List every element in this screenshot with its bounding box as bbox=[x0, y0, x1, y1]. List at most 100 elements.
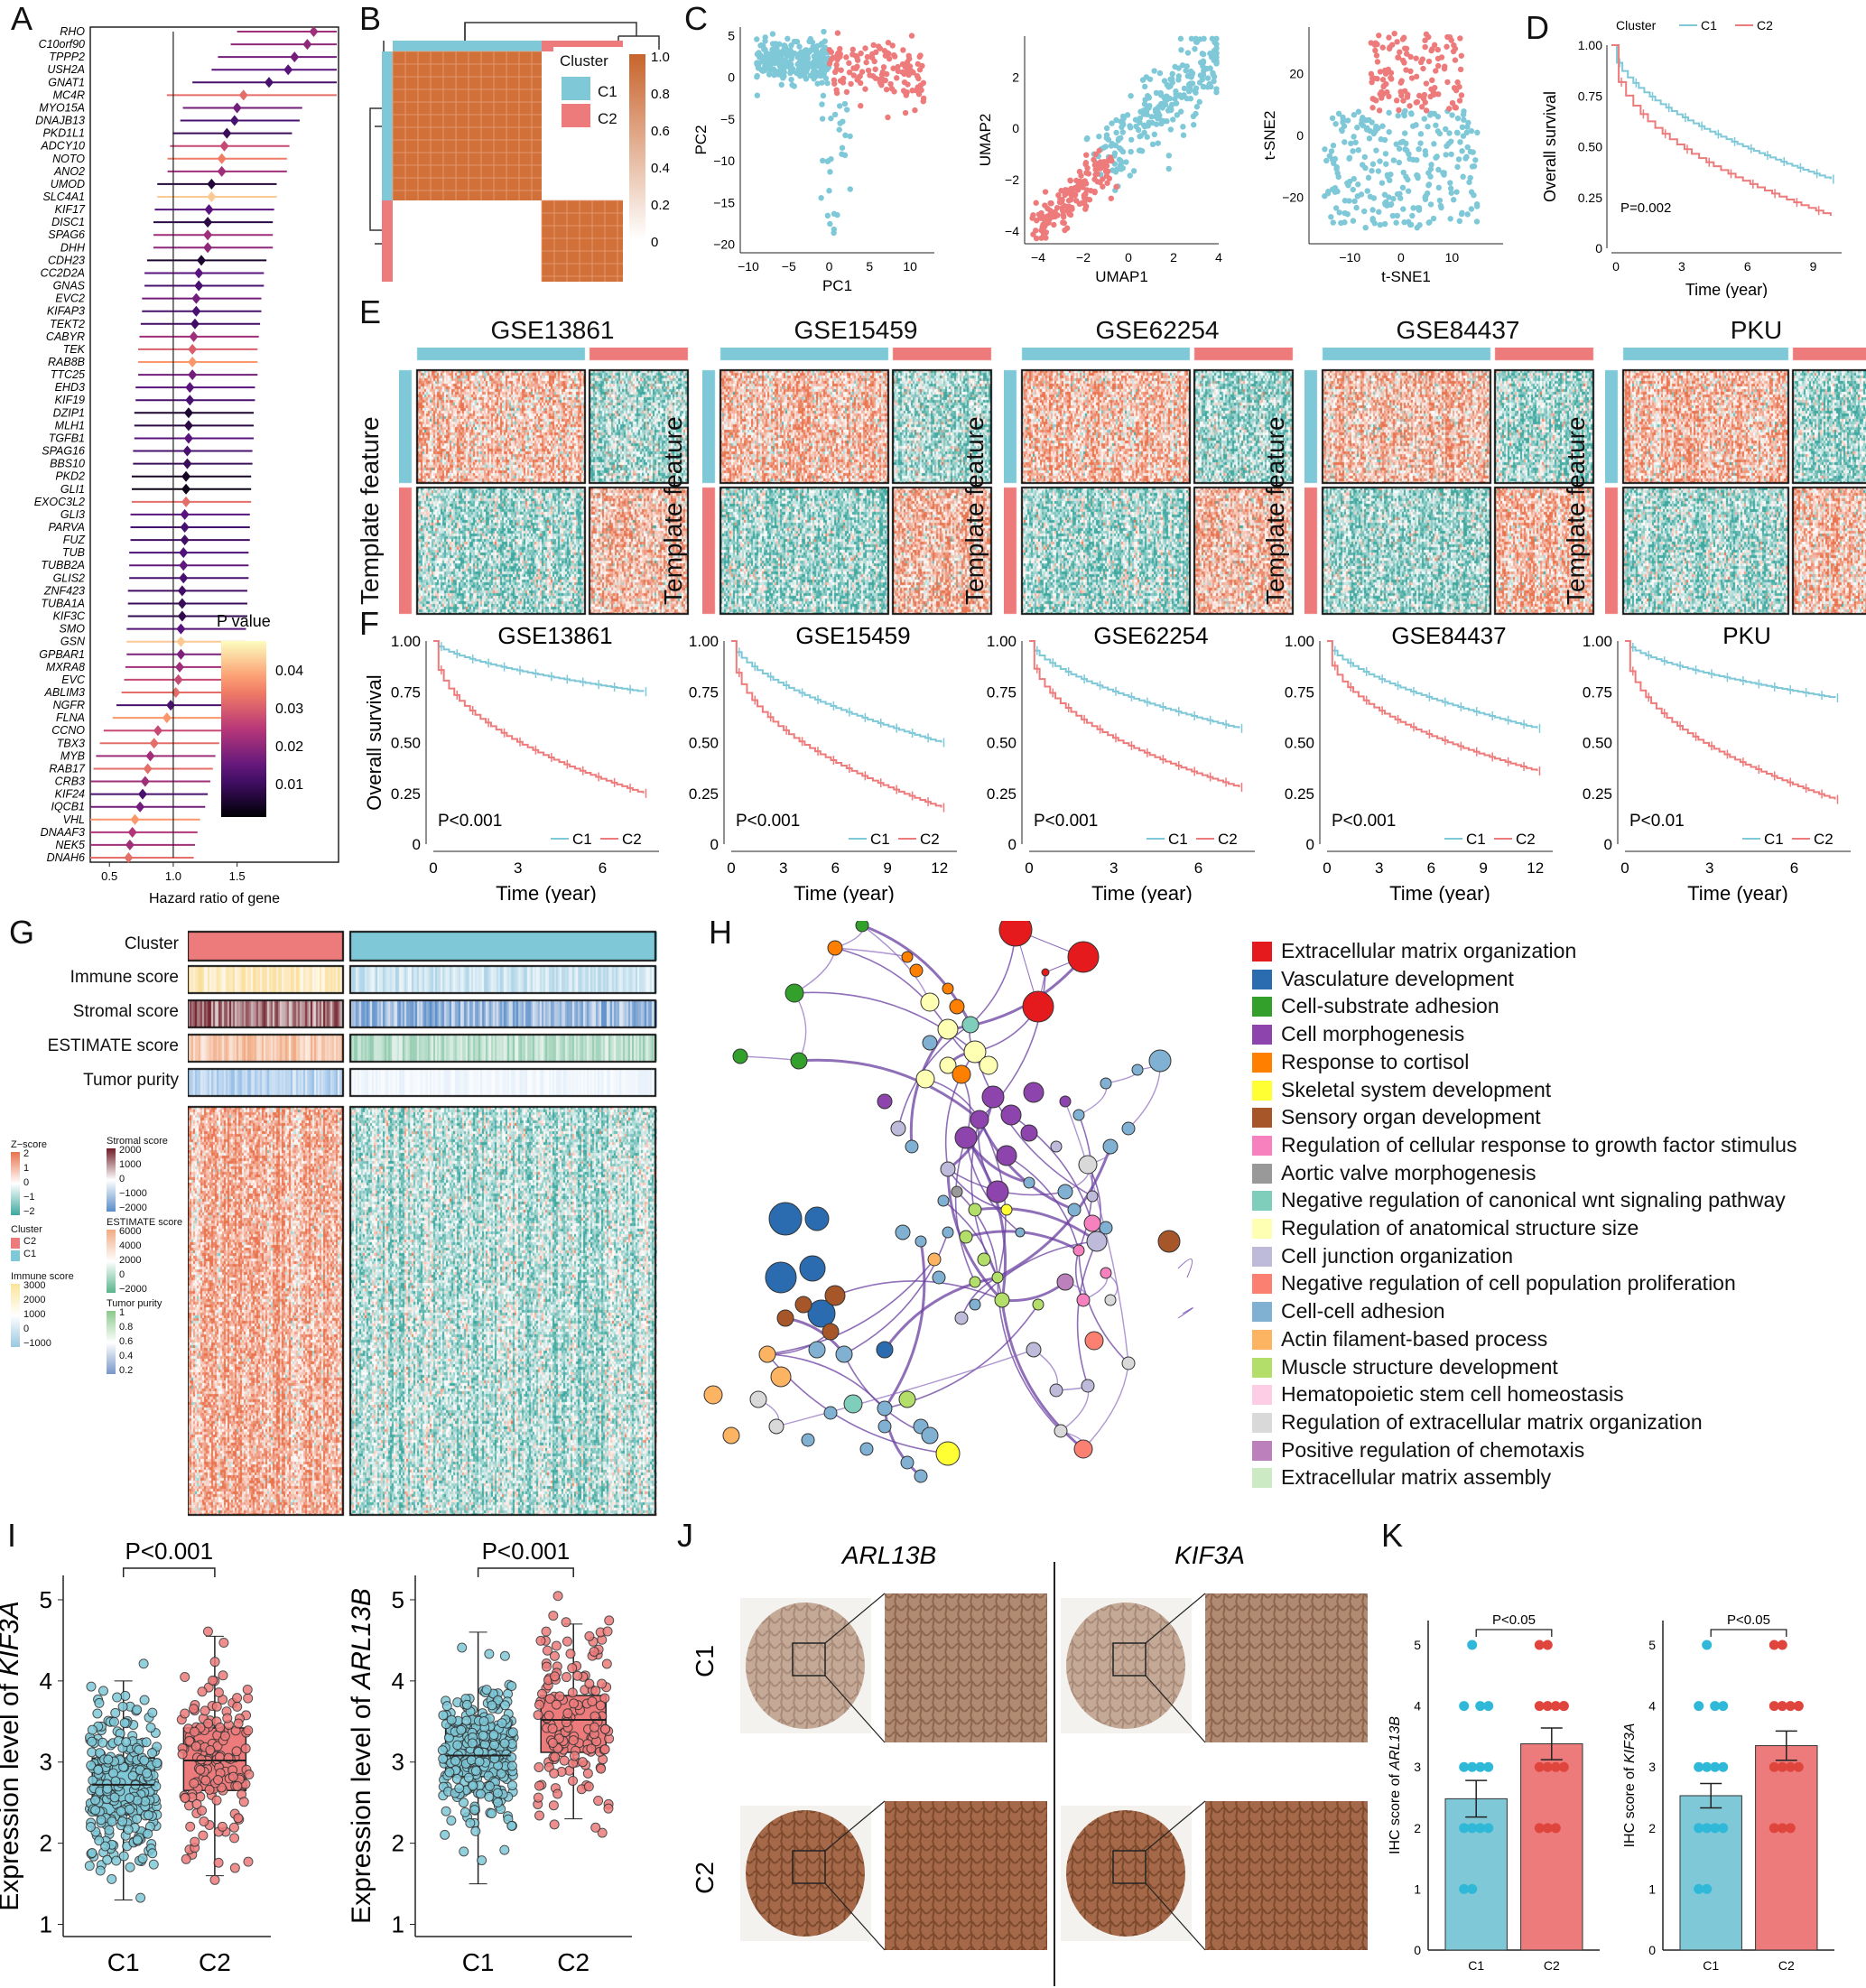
tsne-point bbox=[1454, 115, 1462, 122]
e-ylabel: Template feature bbox=[1562, 416, 1590, 605]
tsne-point bbox=[1335, 173, 1341, 181]
d-curve-c2 bbox=[1611, 44, 1832, 216]
umap-point bbox=[1033, 200, 1039, 206]
network-node bbox=[991, 1271, 1004, 1284]
f-title: GSE15459 bbox=[795, 622, 910, 649]
tsne-point bbox=[1341, 139, 1348, 145]
f-x-label: Time (year) bbox=[496, 882, 597, 903]
hr-point bbox=[189, 330, 199, 342]
network-node bbox=[961, 1016, 979, 1034]
hr-point bbox=[182, 445, 192, 457]
d-y-tick: 0 bbox=[1595, 241, 1602, 255]
umap-point bbox=[1072, 184, 1079, 191]
d-y-tick: 0.50 bbox=[1578, 140, 1602, 154]
f-y-tick: 0.75 bbox=[1285, 683, 1314, 701]
pvalue-tick: 0.04 bbox=[275, 664, 303, 679]
pca-y-tick: 5 bbox=[728, 28, 735, 42]
umap-point bbox=[1064, 187, 1071, 193]
network-node bbox=[939, 1056, 957, 1074]
i-right-point bbox=[552, 1788, 563, 1799]
i-left-point bbox=[132, 1705, 143, 1715]
g-zscore-legend-tick: 1 bbox=[23, 1163, 30, 1174]
umap-point bbox=[1109, 120, 1115, 126]
umap-point bbox=[1165, 165, 1172, 172]
umap-point bbox=[1082, 181, 1090, 187]
network-node bbox=[1100, 1077, 1112, 1090]
j-zoom-line bbox=[824, 1675, 886, 1743]
d-x-tick: 3 bbox=[1678, 259, 1685, 274]
pca-point bbox=[828, 155, 834, 163]
i-left-point bbox=[222, 1713, 233, 1723]
j-row-c2: C2 bbox=[691, 1862, 719, 1894]
tsne-point bbox=[1388, 70, 1395, 76]
network-node bbox=[968, 1203, 982, 1217]
network-edge bbox=[1060, 1385, 1090, 1432]
tsne-point bbox=[1434, 62, 1442, 70]
i-right-point bbox=[470, 1825, 481, 1836]
pca-point bbox=[849, 46, 856, 53]
umap-point bbox=[1103, 163, 1110, 169]
f-y-label: Overall survival bbox=[363, 674, 385, 810]
pca-point bbox=[754, 36, 760, 42]
umap-point bbox=[1092, 166, 1099, 172]
hr-point bbox=[207, 178, 217, 190]
tsne-point bbox=[1448, 190, 1454, 196]
i-right-point bbox=[488, 1740, 499, 1751]
i-left-point bbox=[134, 1744, 144, 1755]
f-curve-c1 bbox=[433, 640, 645, 692]
pca-point bbox=[775, 59, 781, 66]
i-right-point bbox=[492, 1798, 503, 1808]
g-purity-legend-tick: 0.4 bbox=[119, 1351, 134, 1361]
pca-point bbox=[846, 60, 852, 67]
e-ylabel: Template feature bbox=[659, 416, 687, 605]
dendro-left bbox=[369, 41, 385, 271]
tsne-point bbox=[1467, 174, 1473, 181]
g-zscore-legend-tick: 2 bbox=[23, 1148, 30, 1159]
f-legend-c2: C2 bbox=[1218, 831, 1238, 848]
pca-point bbox=[872, 66, 878, 72]
gene-label: TBX3 bbox=[57, 737, 85, 749]
i-right-point bbox=[547, 1737, 558, 1748]
i-left-point bbox=[147, 1707, 158, 1718]
umap-point bbox=[1059, 204, 1065, 211]
umap-point bbox=[1186, 84, 1193, 91]
pca-point bbox=[811, 76, 817, 82]
tsne-point bbox=[1410, 156, 1416, 163]
tsne-point bbox=[1451, 42, 1457, 49]
f-y-tick: 0.50 bbox=[689, 735, 719, 752]
tsne-point bbox=[1369, 105, 1376, 111]
umap-point bbox=[1116, 156, 1123, 163]
i-right-point bbox=[596, 1763, 607, 1774]
tsne-point bbox=[1427, 173, 1434, 180]
f-curve-c1 bbox=[1029, 640, 1240, 729]
gene-label: TUBB2A bbox=[41, 559, 85, 571]
pca-point bbox=[887, 80, 894, 88]
tsne-point bbox=[1433, 122, 1439, 128]
i-right-point bbox=[537, 1688, 548, 1699]
f-x-tick: 9 bbox=[1479, 859, 1487, 877]
network-node bbox=[859, 1442, 874, 1456]
k-left-dot bbox=[1467, 1823, 1478, 1834]
network-node bbox=[895, 1224, 911, 1240]
hr-point bbox=[217, 153, 227, 164]
gene-label: EVC2 bbox=[55, 293, 85, 305]
tsne-point bbox=[1382, 201, 1388, 208]
hr-point bbox=[140, 776, 150, 787]
pca-point bbox=[838, 67, 844, 73]
enrichment-term: Cell-substrate adhesion bbox=[1252, 994, 1499, 1018]
umap-point bbox=[1097, 179, 1103, 186]
gene-label: PKD2 bbox=[55, 470, 85, 483]
network-edge bbox=[1177, 1259, 1193, 1278]
pca-point bbox=[822, 38, 828, 44]
i-right-point bbox=[461, 1699, 472, 1710]
umap-point bbox=[1106, 175, 1113, 181]
tsne-point bbox=[1448, 151, 1454, 158]
k-right-dot bbox=[1710, 1761, 1721, 1772]
tsne-x-tick: 10 bbox=[1445, 250, 1460, 265]
d-curve-c1 bbox=[1611, 44, 1832, 180]
j-zoom-box bbox=[1112, 1850, 1147, 1884]
network-edge bbox=[739, 1055, 800, 1062]
i-left-point bbox=[125, 1793, 135, 1804]
pca-x-tick: −5 bbox=[782, 259, 796, 274]
k-right-dot bbox=[1769, 1640, 1779, 1650]
